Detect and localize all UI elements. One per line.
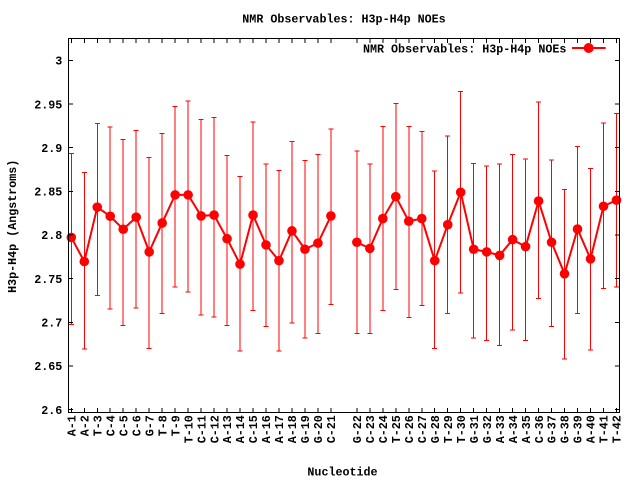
svg-text:NMR Observables: H3p-H4p NOEs: NMR Observables: H3p-H4p NOEs	[363, 43, 566, 57]
svg-text:A-34: A-34	[507, 415, 521, 443]
svg-text:A-40: A-40	[585, 415, 599, 443]
svg-text:NMR Observables: H3p-H4p NOEs: NMR Observables: H3p-H4p NOEs	[242, 13, 445, 27]
svg-text:2.6: 2.6	[41, 404, 62, 418]
svg-text:3: 3	[55, 55, 62, 69]
svg-text:C-15: C-15	[247, 415, 261, 443]
svg-text:C-12: C-12	[208, 415, 222, 443]
svg-text:G-20: G-20	[312, 415, 326, 443]
svg-text:A-16: A-16	[260, 415, 274, 443]
svg-text:G-32: G-32	[481, 415, 495, 443]
svg-text:2.95: 2.95	[34, 98, 62, 112]
svg-text:T-41: T-41	[598, 415, 612, 443]
svg-text:G-31: G-31	[468, 415, 482, 443]
svg-text:T-3: T-3	[91, 415, 105, 436]
svg-text:H3p-H4p (Angstroms): H3p-H4p (Angstroms)	[6, 160, 20, 293]
svg-text:G-7: G-7	[143, 415, 157, 436]
svg-text:C-5: C-5	[117, 415, 131, 436]
svg-text:A-33: A-33	[494, 415, 508, 443]
svg-text:G-28: G-28	[429, 415, 443, 443]
svg-text:A-1: A-1	[66, 415, 80, 436]
svg-text:Nucleotide: Nucleotide	[307, 466, 377, 480]
svg-text:A-2: A-2	[78, 415, 92, 436]
svg-text:G-19: G-19	[299, 415, 313, 443]
svg-text:A-13: A-13	[221, 415, 235, 443]
svg-text:C-4: C-4	[104, 415, 118, 436]
svg-text:2.7: 2.7	[41, 317, 62, 331]
svg-text:C-27: C-27	[416, 415, 430, 443]
svg-text:2.75: 2.75	[34, 273, 62, 287]
svg-text:C-36: C-36	[533, 415, 547, 443]
svg-text:T-10: T-10	[182, 415, 196, 443]
svg-text:G-37: G-37	[546, 415, 560, 443]
svg-text:T-30: T-30	[455, 415, 469, 443]
svg-text:T-8: T-8	[156, 415, 170, 436]
svg-text:2.85: 2.85	[34, 186, 62, 200]
svg-text:C-21: C-21	[325, 415, 339, 443]
svg-text:T-9: T-9	[169, 415, 183, 436]
svg-text:G-38: G-38	[559, 415, 573, 443]
svg-text:G-39: G-39	[572, 415, 586, 443]
svg-text:T-42: T-42	[611, 415, 625, 443]
svg-text:A-18: A-18	[286, 415, 300, 443]
svg-text:2.65: 2.65	[34, 360, 62, 374]
svg-text:C-23: C-23	[364, 415, 378, 443]
svg-text:2.9: 2.9	[41, 142, 62, 156]
svg-text:C-11: C-11	[195, 415, 209, 443]
svg-text:T-29: T-29	[442, 415, 456, 443]
svg-text:2.8: 2.8	[41, 229, 62, 243]
svg-text:A-35: A-35	[520, 415, 534, 443]
svg-text:C-6: C-6	[130, 415, 144, 436]
svg-text:A-14: A-14	[234, 415, 248, 443]
svg-text:C-26: C-26	[403, 415, 417, 443]
svg-text:T-25: T-25	[390, 415, 404, 443]
svg-text:G-22: G-22	[351, 415, 365, 443]
svg-text:A-17: A-17	[273, 415, 287, 443]
svg-text:C-24: C-24	[377, 415, 391, 443]
